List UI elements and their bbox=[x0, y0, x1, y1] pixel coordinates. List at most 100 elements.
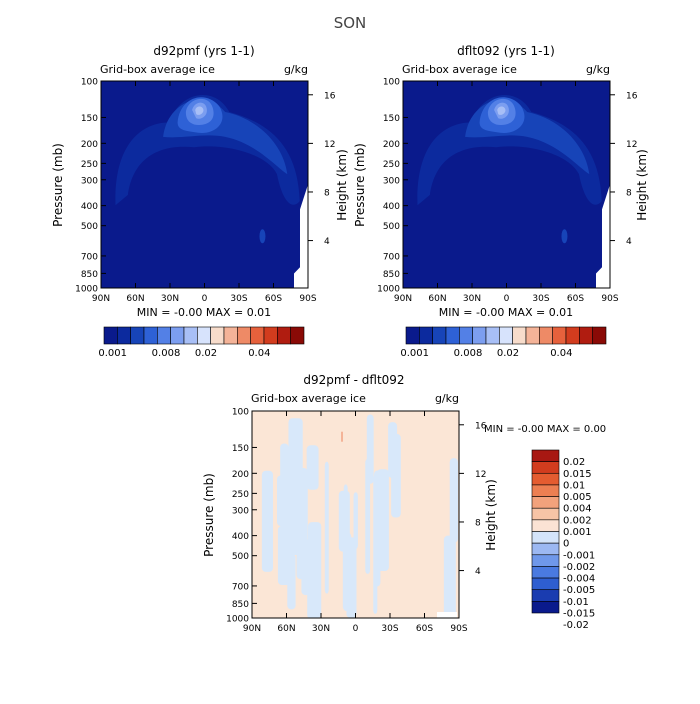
colorbar-swatch bbox=[485, 326, 500, 345]
x-tick-label: 60S bbox=[567, 294, 584, 304]
y-tick-label: 1000 bbox=[377, 285, 400, 295]
colorbar-swatch bbox=[565, 326, 580, 345]
colorbar-label: -0.005 bbox=[563, 585, 595, 596]
colorbar-label: -0.02 bbox=[563, 620, 589, 631]
ylabel: Pressure (mb) bbox=[202, 473, 216, 557]
height-tick-label: 8 bbox=[626, 188, 632, 198]
y-tick-label: 100 bbox=[232, 408, 249, 418]
colorbar-swatch bbox=[531, 566, 560, 579]
y-tick-label: 850 bbox=[232, 600, 249, 610]
x-tick-label: 30S bbox=[230, 294, 247, 304]
panel-subtitle-left: Grid-box average ice bbox=[251, 392, 366, 405]
colorbar-label: 0.04 bbox=[550, 348, 572, 359]
height-tick-label: 8 bbox=[324, 188, 330, 198]
colorbar-swatch bbox=[197, 326, 211, 345]
colorbar-swatch bbox=[531, 484, 560, 497]
colorbar-swatch bbox=[531, 461, 560, 474]
colorbar-label: -0.004 bbox=[563, 574, 595, 585]
x-tick-label: 90S bbox=[450, 624, 467, 634]
y-tick-label: 150 bbox=[232, 444, 249, 454]
x-tick-label: 30S bbox=[532, 294, 549, 304]
colorbar-label: 0.02 bbox=[563, 457, 585, 468]
colorbar-label: 0.04 bbox=[248, 348, 270, 359]
ylabel: Pressure (mb) bbox=[353, 143, 367, 227]
colorbar-swatch bbox=[531, 601, 560, 614]
x-tick-label: 30N bbox=[312, 624, 330, 634]
colorbar-label: 0.005 bbox=[563, 492, 592, 503]
y-tick-label: 300 bbox=[232, 506, 249, 516]
colorbar-label: 0.004 bbox=[563, 504, 592, 515]
ylabel-right: Height (km) bbox=[635, 149, 649, 220]
height-tick-label: 12 bbox=[324, 140, 335, 150]
y-tick-label: 400 bbox=[232, 532, 249, 542]
negative-region bbox=[324, 461, 329, 594]
x-tick-label: 90N bbox=[243, 624, 261, 634]
negative-region bbox=[365, 458, 371, 574]
colorbar-label: 0.002 bbox=[563, 515, 592, 526]
colorbar-swatch bbox=[183, 326, 198, 345]
negative-region bbox=[346, 537, 357, 618]
colorbar: 0.020.0150.010.0050.0040.0020.0010-0.001… bbox=[531, 449, 595, 631]
positive-region bbox=[341, 431, 344, 442]
colorbar-swatch bbox=[143, 326, 158, 345]
colorbar-swatch bbox=[472, 326, 487, 345]
colorbar-swatch bbox=[531, 531, 560, 544]
panel-dflt092: dflt092 (yrs 1-1) Grid-box average ice g… bbox=[353, 44, 649, 359]
negative-region bbox=[373, 474, 378, 614]
panel-units: g/kg bbox=[284, 63, 308, 76]
x-tick-label: 60N bbox=[126, 294, 144, 304]
y-tick-label: 250 bbox=[232, 490, 249, 500]
contour-level-6 bbox=[195, 106, 204, 115]
colorbar-label: 0.02 bbox=[195, 348, 217, 359]
colorbar-label: 0.008 bbox=[152, 348, 181, 359]
y-tick-label: 850 bbox=[383, 270, 400, 280]
stats-label: MIN = -0.00 MAX = 0.01 bbox=[439, 306, 573, 319]
y-tick-label: 500 bbox=[383, 222, 400, 232]
x-tick-label: 0 bbox=[202, 294, 208, 304]
colorbar-label: 0.015 bbox=[563, 469, 592, 480]
contour-blob bbox=[259, 229, 266, 244]
negative-region bbox=[306, 445, 319, 490]
colorbar-swatch bbox=[539, 326, 553, 345]
height-tick-label: 16 bbox=[324, 91, 336, 101]
y-tick-label: 1000 bbox=[75, 285, 98, 295]
x-tick-label: 90S bbox=[601, 294, 618, 304]
contour-level-1 bbox=[417, 95, 602, 206]
colorbar-swatch bbox=[103, 326, 118, 345]
colorbar-swatch bbox=[579, 326, 593, 345]
panel-subtitle-left: Grid-box average ice bbox=[100, 63, 215, 76]
colorbar-swatch bbox=[170, 326, 185, 345]
panel-subtitle-left: Grid-box average ice bbox=[402, 63, 517, 76]
negative-region bbox=[307, 549, 311, 618]
contour-blob bbox=[561, 229, 568, 244]
colorbar-swatch bbox=[419, 326, 433, 345]
panel-title: dflt092 (yrs 1-1) bbox=[457, 44, 555, 58]
panel-difference: d92pmf - dflt092 Grid-box average ice g/… bbox=[202, 373, 606, 634]
contour-level-6 bbox=[497, 106, 506, 115]
colorbar-label: 0.001 bbox=[563, 527, 592, 538]
stats-label: MIN = -0.00 MAX = 0.01 bbox=[137, 306, 271, 319]
x-tick-label: 60N bbox=[428, 294, 446, 304]
colorbar-swatch bbox=[130, 326, 145, 345]
y-tick-label: 100 bbox=[383, 78, 400, 88]
y-tick-label: 400 bbox=[383, 202, 400, 212]
colorbar-swatch bbox=[531, 577, 560, 591]
y-tick-label: 150 bbox=[81, 114, 98, 124]
colorbar-swatch bbox=[250, 326, 265, 345]
plot-area bbox=[101, 81, 308, 288]
ylabel-right: Height (km) bbox=[335, 149, 349, 220]
colorbar-swatch bbox=[552, 326, 567, 345]
colorbar-swatch bbox=[531, 507, 560, 521]
colorbar-swatch bbox=[290, 326, 305, 345]
negative-region bbox=[280, 443, 289, 484]
x-tick-label: 0 bbox=[353, 624, 359, 634]
negative-region bbox=[276, 475, 292, 527]
stats-label: MIN = -0.00 MAX = 0.00 bbox=[484, 424, 606, 435]
height-tick-label: 8 bbox=[475, 518, 481, 528]
y-tick-label: 250 bbox=[81, 160, 98, 170]
y-tick-label: 300 bbox=[383, 176, 400, 186]
missing-data-region bbox=[294, 184, 308, 288]
colorbar-swatch bbox=[237, 326, 251, 345]
y-tick-label: 300 bbox=[81, 176, 98, 186]
